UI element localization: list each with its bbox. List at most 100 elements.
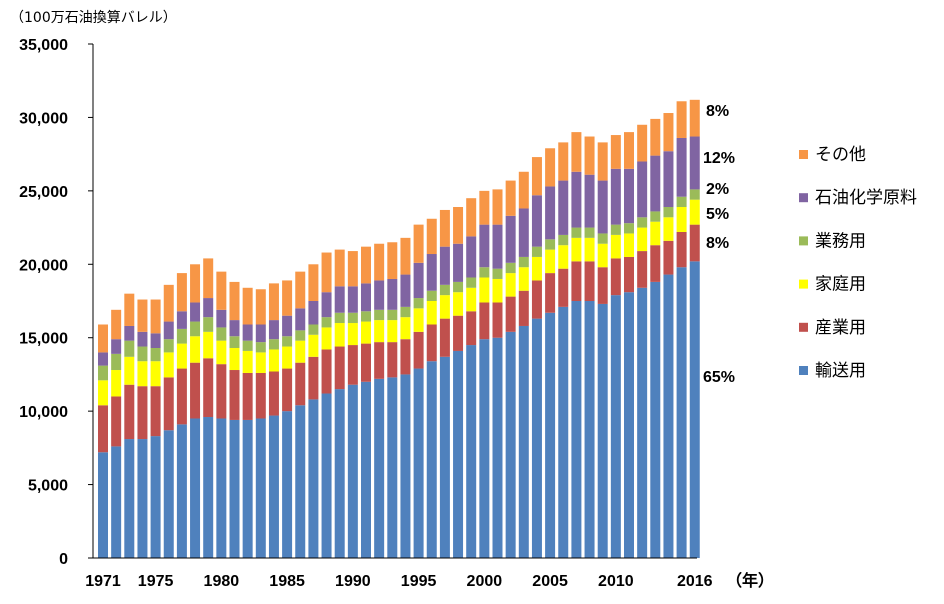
bar-segment [111, 309, 122, 340]
bar-segment [124, 340, 135, 357]
bar-segment [663, 151, 674, 208]
bar-segment [190, 264, 201, 303]
legend-label: 産業用 [815, 318, 866, 338]
bar-segment [163, 430, 174, 558]
bar-segment [505, 262, 516, 274]
bar-segment [505, 296, 516, 332]
bar-segment [387, 342, 398, 378]
y-tick-label: 0 [59, 551, 68, 568]
legend-swatch [799, 236, 808, 246]
bar-segment [216, 327, 227, 341]
bar-segment [229, 370, 240, 420]
bar-segment [637, 217, 648, 228]
y-axis: 0 5,000 10,000 15,000 20,000 25,000 30,000 35,0… [19, 37, 94, 568]
bar-segment [663, 113, 674, 152]
bar-segment [571, 237, 582, 262]
x-tick-label: 1980 [204, 573, 240, 590]
bar-segment [413, 298, 424, 309]
bar-segment [610, 295, 621, 558]
bar-segment [637, 161, 648, 218]
bar-segment [558, 142, 569, 181]
bar-segment [229, 320, 240, 337]
bar-segment [439, 356, 450, 558]
bar-segment [426, 361, 437, 558]
bar-segment [374, 309, 385, 321]
bar-segment [242, 372, 253, 420]
x-axis: 1971 1975 1980 1985 1990 1995 2000 2005 2010 2016 [85, 557, 713, 590]
bar-segment [268, 371, 279, 416]
bar-segment [295, 340, 306, 363]
bar-segment [413, 331, 424, 369]
bar-segment [689, 199, 700, 225]
bar-segment [453, 281, 464, 293]
bar-segment [308, 334, 319, 357]
bar-segment [190, 418, 201, 558]
bar-segment [689, 99, 700, 137]
bar-segment [479, 339, 490, 558]
bar-segment [400, 374, 411, 558]
share-label: 65% [703, 369, 735, 386]
bar-segment [505, 273, 516, 297]
bar-segment [321, 317, 332, 328]
bar-segment [268, 283, 279, 321]
bar-segment [531, 256, 542, 281]
bar-segment [374, 378, 385, 558]
bar-segment [255, 418, 266, 558]
bar-segment [229, 419, 240, 558]
bar-segment [439, 246, 450, 285]
bar-segment [163, 377, 174, 431]
bar-segment [531, 318, 542, 558]
bar-segment [518, 290, 529, 326]
bar-segment [334, 249, 345, 287]
bar-segment [650, 155, 661, 212]
bar-segment [492, 302, 503, 338]
bar-segment [518, 171, 529, 209]
bar-segment [176, 343, 187, 369]
bar-segment [571, 301, 582, 558]
legend-swatch [799, 193, 808, 203]
bar-segment [255, 342, 266, 353]
bar-segment [597, 303, 608, 558]
bar-segment [229, 347, 240, 371]
bar-segment [216, 364, 227, 419]
x-tick-label: 1975 [138, 573, 174, 590]
bar-segment [203, 331, 214, 359]
bar-segment [347, 323, 358, 346]
bar-segment [413, 262, 424, 299]
legend-label: 輸送用 [815, 361, 866, 381]
bar-segment [163, 352, 174, 378]
bar-segment [610, 224, 621, 235]
bar-segment [163, 284, 174, 322]
bar-segment [597, 267, 608, 304]
bar-segment [558, 268, 569, 307]
bar-segment [637, 124, 648, 162]
bar-segment [624, 132, 634, 169]
bar-segment [308, 324, 319, 335]
bar-segment [374, 280, 385, 310]
bar-segment [347, 384, 358, 558]
y-tick-label: 5,000 [28, 478, 68, 495]
bar-segment [545, 186, 556, 240]
legend-swatch [799, 150, 808, 159]
bar-segment [400, 339, 411, 375]
bar-segment [413, 224, 424, 263]
bar-segment [374, 243, 385, 281]
bar-segment [361, 321, 371, 344]
bar-segment [150, 347, 161, 362]
bar-segment [492, 278, 503, 303]
bar-segment [505, 180, 516, 216]
bar-segment [387, 320, 398, 343]
bar-segment [229, 336, 240, 348]
legend-swatch [799, 366, 808, 375]
bar-segment [321, 393, 332, 558]
x-tick-label: 2016 [677, 573, 713, 590]
bar-segment [584, 301, 595, 558]
share-label: 8% [706, 103, 729, 120]
bar-segment [190, 321, 201, 337]
bar-segment [531, 157, 542, 196]
x-tick-label: 2010 [598, 573, 634, 590]
share-labels: 8% 12% 2% 5% 8% 65% [703, 103, 735, 386]
bar-segment [400, 317, 411, 340]
bar-segment [176, 328, 187, 344]
bar-segment [610, 234, 621, 259]
